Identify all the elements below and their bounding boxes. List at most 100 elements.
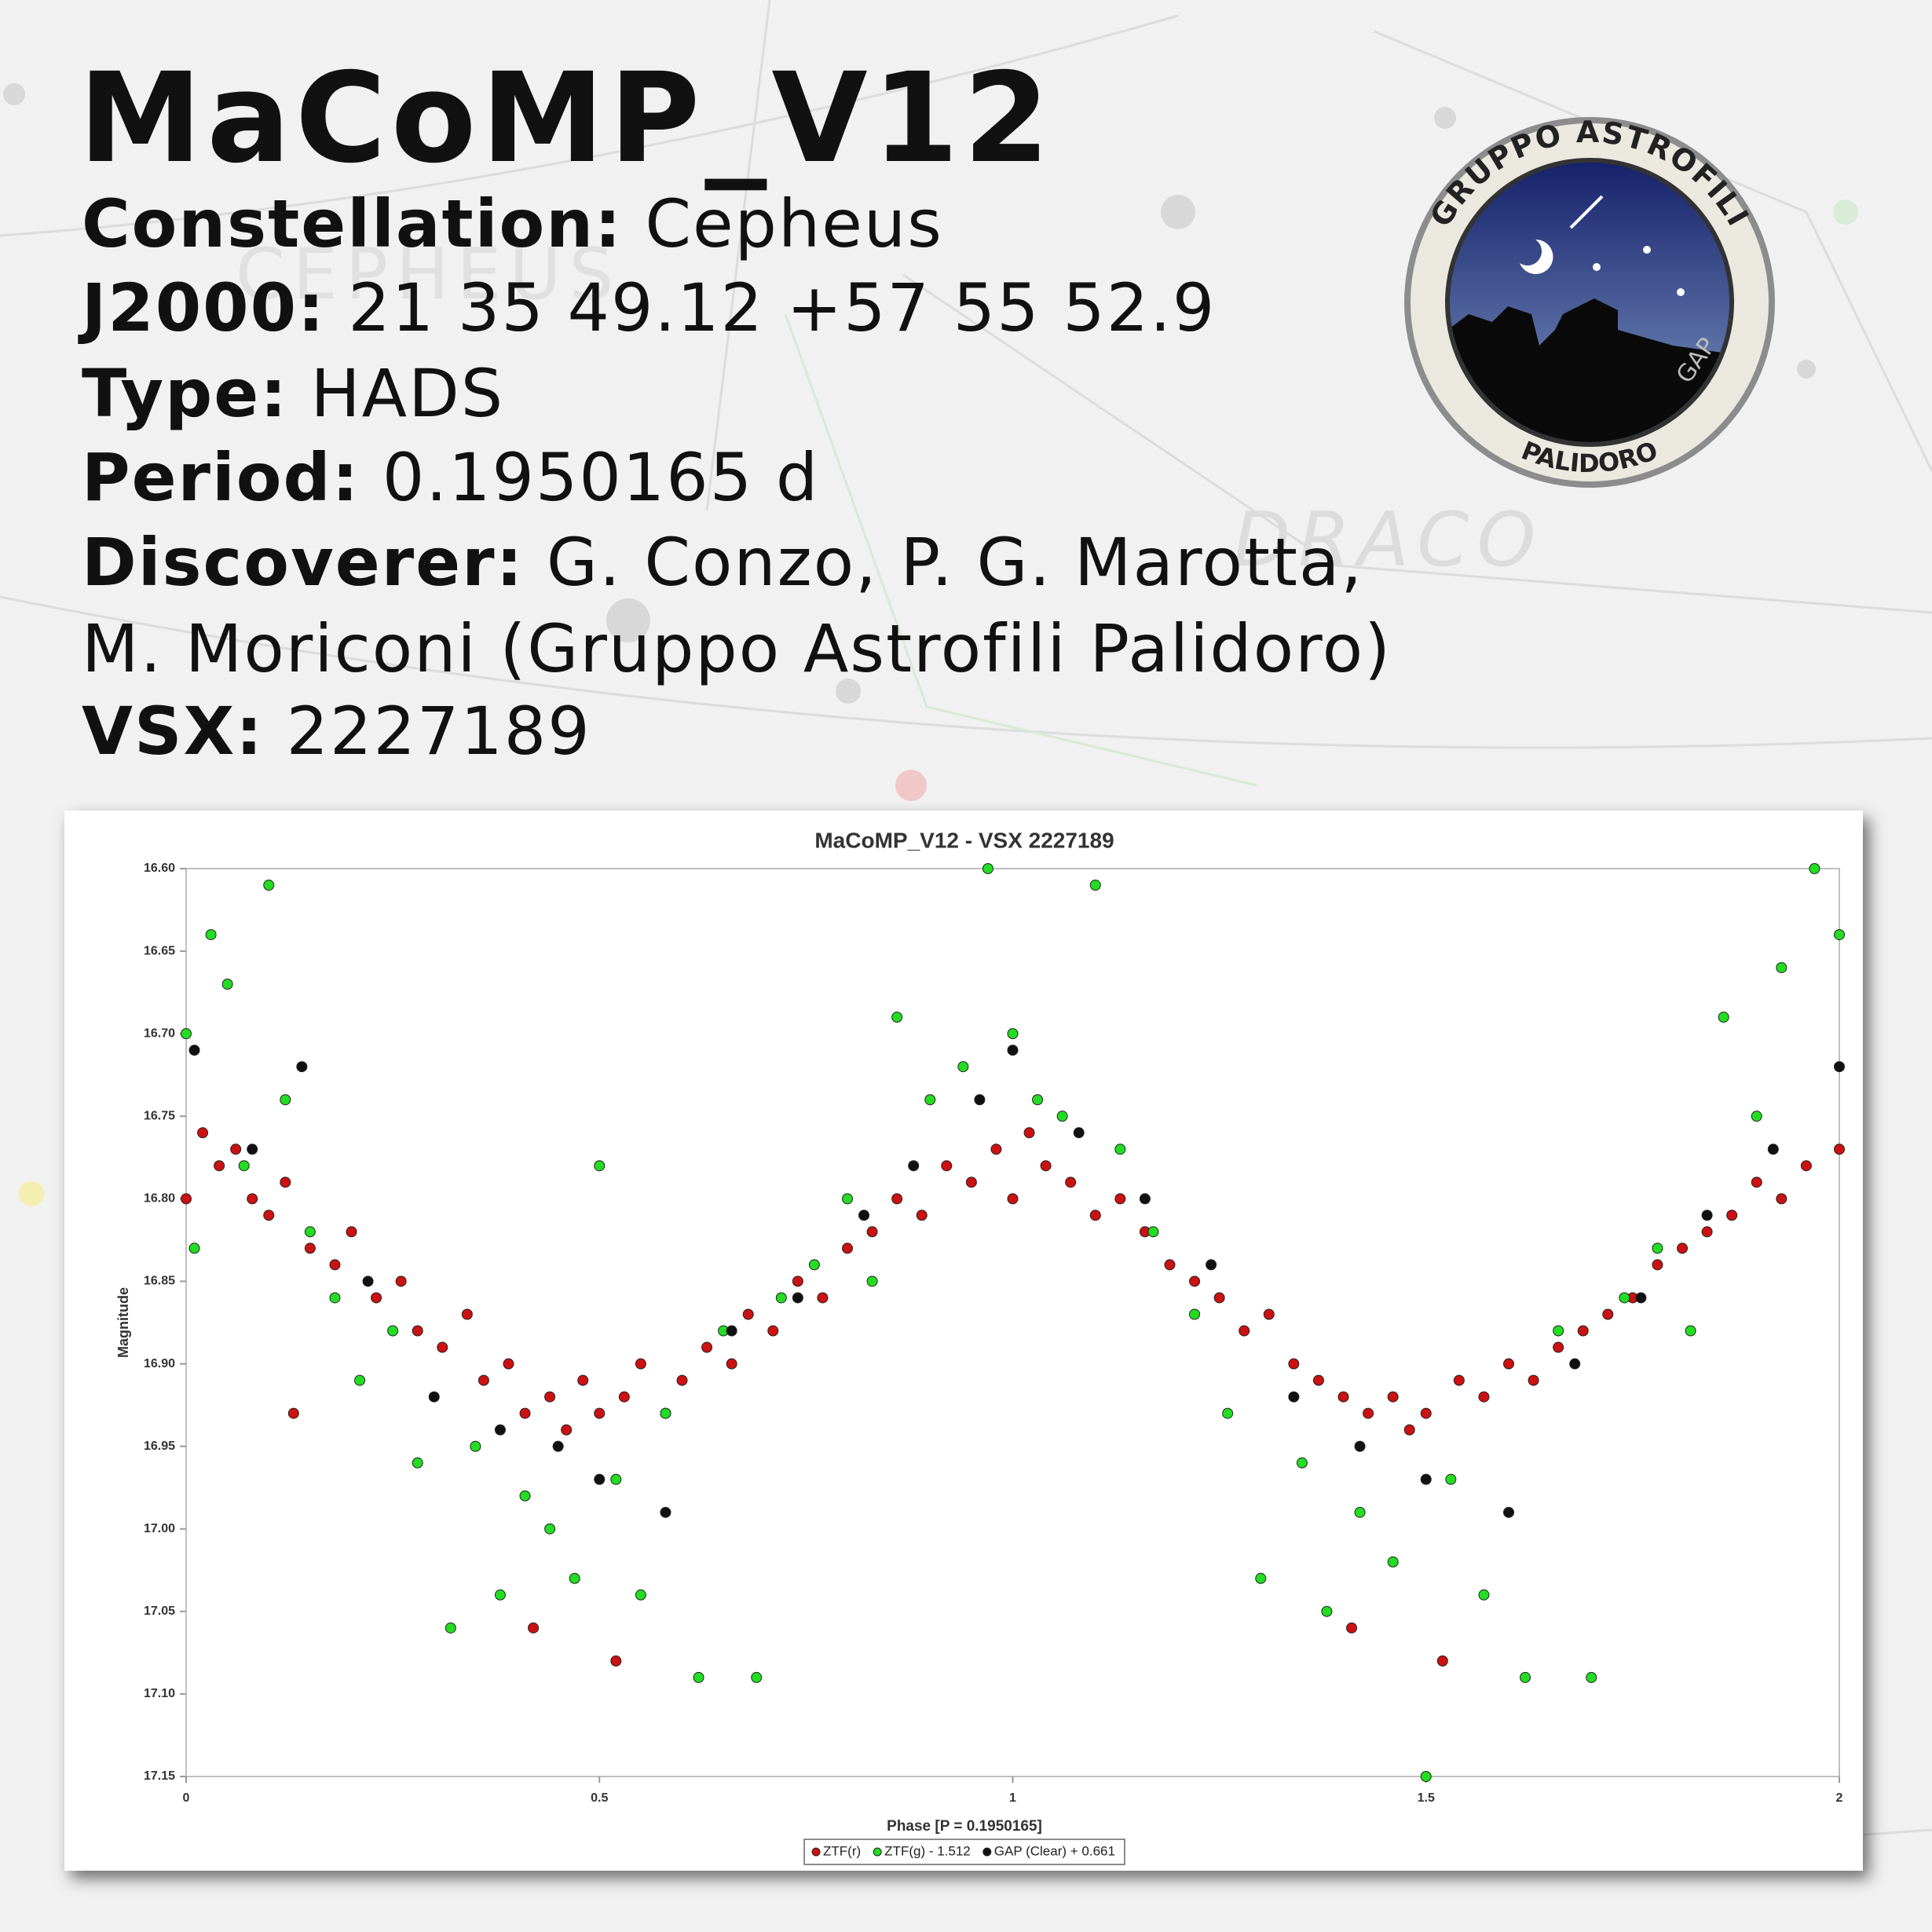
data-point [660,1506,671,1518]
data-point [908,1160,920,1172]
page-title: MaCoMP_V12 [79,46,1055,191]
bg-label: CEPHEUS [236,233,622,316]
data-point [1528,1374,1539,1386]
x-tick-label: 0 [183,1791,190,1805]
data-point [569,1572,580,1584]
data-point [1453,1374,1465,1386]
data-point [1007,1028,1019,1040]
data-point [1363,1407,1374,1419]
data-point [1222,1407,1234,1419]
data-point [329,1292,341,1304]
data-point [445,1622,456,1634]
data-point [1189,1275,1201,1287]
logo: GRUPPO ASTROFILI PALIDORO GAP [1404,115,1775,488]
data-point [767,1325,779,1337]
data-point [346,1226,357,1238]
data-point [1296,1457,1308,1469]
data-point [1346,1622,1358,1634]
data-point [792,1275,803,1287]
data-point [1619,1292,1630,1304]
data-point [1114,1193,1126,1205]
data-point [519,1407,531,1419]
y-axis-label: Magnitude [115,1287,131,1358]
data-point [230,1143,242,1155]
data-point [1312,1374,1324,1386]
data-point [1701,1209,1713,1221]
data-point [528,1622,540,1634]
info-line: J2000: 21 35 49.12 +57 55 52.9 [78,269,1216,346]
data-point [701,1341,713,1353]
data-point [974,1094,986,1106]
data-point [1685,1325,1696,1337]
data-point [1767,1143,1779,1155]
data-point [660,1407,671,1419]
info-line: M. Moriconi (Gruppo Astrofili Palidoro) [82,610,1392,687]
data-point [1677,1242,1689,1254]
data-point [842,1242,853,1254]
x-tick-label: 1 [1009,1791,1016,1805]
info-line: Discoverer: G. Conzo, P. G. Marotta, [82,524,1363,601]
data-point [1586,1671,1597,1683]
data-point [842,1193,853,1205]
data-point [1255,1572,1267,1584]
data-point [866,1275,878,1287]
data-point [924,1094,936,1106]
data-point [1776,1193,1787,1205]
data-point [544,1523,556,1535]
data-point [1436,1655,1448,1667]
data-point [1652,1259,1663,1271]
data-point [1445,1473,1457,1485]
data-point [1420,1771,1432,1782]
data-point [428,1391,440,1403]
data-point [1503,1358,1514,1370]
data-point [1114,1143,1126,1155]
data-point [610,1473,622,1485]
data-point [287,1407,299,1419]
legend-label: ZTF(r) [823,1843,861,1858]
legend-marker [873,1847,882,1857]
y-tick-label: 16.60 [144,862,175,875]
data-point [1023,1127,1035,1139]
data-point [561,1424,573,1436]
data-point [817,1292,829,1304]
data-point [726,1358,737,1370]
data-point [304,1226,316,1238]
data-point [1354,1440,1366,1452]
data-point [916,1209,928,1221]
x-tick-label: 0.5 [591,1791,608,1805]
info-label: J2000: [78,269,326,346]
data-point [544,1391,556,1403]
data-point [1387,1556,1399,1568]
data-point [693,1671,704,1683]
data-point [437,1341,448,1353]
data-point [742,1308,754,1320]
data-point [1553,1341,1564,1353]
info-value: HADS [310,355,504,432]
legend-label: ZTF(g) - 1.512 [884,1843,971,1858]
y-tick-label: 17.05 [144,1605,175,1618]
data-point [866,1226,878,1238]
data-point [1403,1424,1415,1436]
info-value: 2227189 [287,693,591,770]
y-tick-label: 16.85 [144,1275,175,1288]
data-point [1635,1292,1647,1304]
info-line: Constellation: Cepheus [82,185,943,262]
legend-box [803,1839,1125,1865]
data-point [1007,1045,1019,1056]
data-point [221,979,233,990]
data-point [1032,1094,1044,1106]
data-point [594,1160,606,1172]
data-point [891,1012,903,1023]
data-point [1089,880,1101,891]
data-point [1834,1143,1845,1155]
data-point [1288,1358,1300,1370]
data-point [858,1209,870,1221]
y-tick-label: 17.15 [144,1769,175,1783]
data-point [1800,1160,1812,1172]
data-point [263,880,275,891]
data-point [1751,1176,1762,1188]
x-tick-label: 1.5 [1418,1791,1435,1805]
data-point [296,1061,308,1073]
chart-panel [64,810,1863,1871]
